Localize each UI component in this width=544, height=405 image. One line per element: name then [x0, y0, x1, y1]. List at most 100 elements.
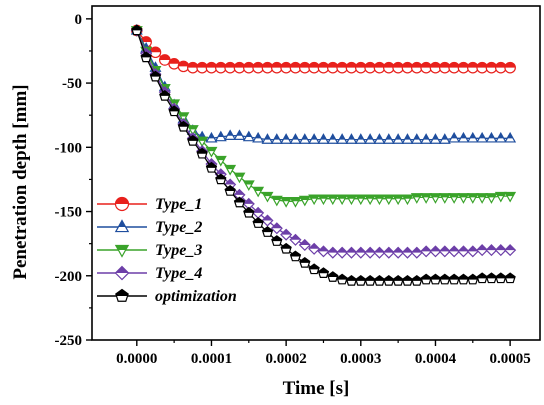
marker-outline: [336, 194, 349, 206]
marker-half-fill: [309, 264, 320, 270]
marker-outline: [224, 164, 237, 176]
marker-half-fill: [449, 193, 460, 198]
data-point: [326, 194, 339, 206]
marker-half-fill: [421, 193, 432, 198]
data-point: [420, 273, 432, 285]
marker-outline: [336, 133, 349, 144]
legend-marker: [115, 288, 129, 302]
marker-outline: [364, 194, 377, 206]
marker-outline: [382, 194, 395, 206]
data-point: [476, 131, 489, 143]
marker-outline: [504, 244, 517, 257]
marker-half-fill: [299, 239, 310, 245]
data-point: [420, 245, 433, 258]
data-point: [485, 244, 498, 257]
data-point: [214, 155, 227, 167]
marker-outline: [410, 193, 423, 204]
data-point: [364, 246, 377, 259]
marker-half-fill: [495, 192, 506, 197]
marker-outline: [354, 194, 367, 206]
marker-outline: [270, 195, 283, 207]
data-point: [242, 180, 255, 191]
data-point: [336, 273, 348, 285]
marker-outline: [494, 244, 507, 257]
marker-outline: [373, 133, 386, 144]
legend-marker: [114, 219, 130, 233]
data-point: [429, 61, 442, 74]
marker-half-fill: [355, 247, 366, 253]
marker-outline: [224, 129, 237, 140]
data-point: [177, 112, 190, 123]
marker-outline: [289, 133, 302, 144]
marker-outline: [326, 246, 339, 259]
marker-outline: [317, 245, 330, 258]
marker-half-fill: [318, 268, 329, 274]
series-line: [136, 30, 511, 202]
data-point: [326, 246, 339, 259]
marker-half-fill: [411, 275, 422, 281]
marker-half-fill: [227, 130, 234, 136]
marker-half-fill: [141, 52, 152, 58]
marker-outline: [252, 186, 265, 198]
data-point: [373, 194, 386, 206]
data-point: [317, 245, 330, 258]
data-point: [373, 133, 386, 144]
data-point: [159, 89, 171, 101]
marker-outline: [373, 194, 386, 206]
marker-outline: [280, 242, 292, 254]
marker-half-fill: [273, 134, 280, 140]
data-point: [485, 193, 498, 204]
marker-half-fill: [115, 197, 129, 204]
data-point: [429, 133, 442, 144]
marker-outline: [177, 112, 190, 123]
marker-outline: [317, 267, 330, 279]
data-point: [354, 246, 367, 259]
marker-outline: [233, 129, 246, 140]
marker-outline: [504, 61, 516, 74]
data-point: [271, 235, 283, 246]
marker-half-fill: [150, 71, 161, 77]
data-point: [504, 244, 517, 257]
y-tick-label: -200: [55, 269, 83, 285]
marker-half-fill: [336, 247, 348, 253]
marker-outline: [270, 133, 283, 144]
data-point: [438, 61, 451, 74]
marker-outline: [457, 245, 470, 258]
marker-outline: [224, 185, 236, 196]
marker-half-fill: [507, 133, 514, 139]
marker-half-fill: [458, 274, 469, 280]
data-point: [270, 133, 283, 144]
marker-half-fill: [206, 162, 217, 168]
data-point: [494, 61, 507, 74]
marker-outline: [439, 273, 451, 285]
legend-marker: [114, 265, 130, 281]
marker-outline: [114, 244, 130, 258]
marker-half-fill: [197, 148, 208, 154]
data-point: [504, 272, 516, 284]
marker-half-fill: [215, 174, 226, 180]
marker-half-fill: [140, 48, 152, 54]
marker-half-fill: [271, 223, 282, 229]
data-point: [205, 131, 218, 143]
legend-label: Type_4: [155, 265, 202, 282]
marker-outline: [495, 272, 507, 284]
data-point: [270, 61, 283, 74]
marker-outline: [308, 194, 321, 206]
marker-half-fill: [243, 198, 255, 204]
marker-half-fill: [420, 246, 432, 252]
marker-outline: [317, 194, 330, 206]
marker-half-fill: [327, 195, 338, 199]
marker-outline: [345, 246, 358, 259]
data-point: [392, 61, 404, 74]
data-point: [485, 131, 498, 143]
marker-outline: [345, 274, 358, 286]
data-point: [270, 195, 283, 207]
data-point: [270, 222, 283, 235]
data-point: [242, 130, 255, 142]
legend-entry: optimization: [97, 288, 237, 305]
marker-outline: [214, 130, 227, 142]
marker-outline: [373, 274, 386, 286]
legend-label: Type_2: [155, 219, 202, 236]
marker-outline: [485, 272, 498, 284]
data-point: [495, 272, 507, 284]
